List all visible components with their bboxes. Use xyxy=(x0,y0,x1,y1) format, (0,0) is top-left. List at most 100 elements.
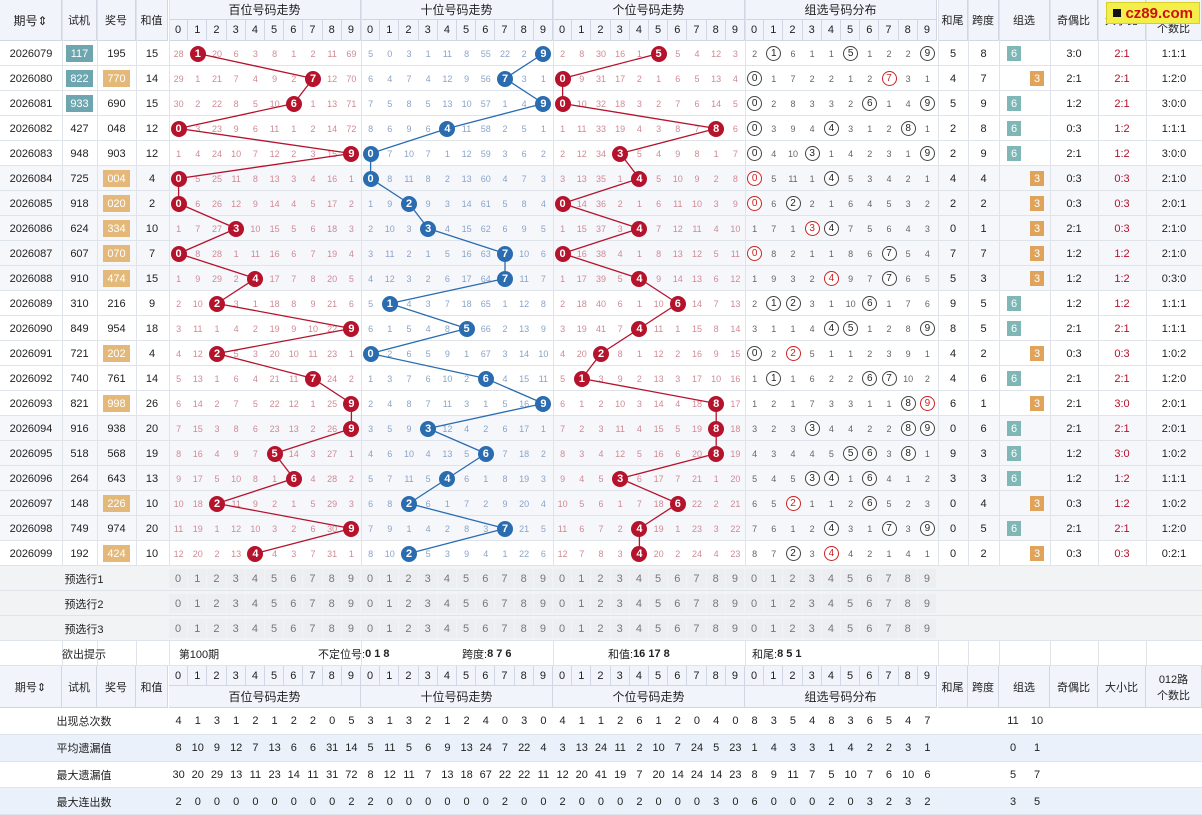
preselect-digit[interactable]: 7 xyxy=(879,569,898,588)
preselect-digit[interactable]: 5 xyxy=(649,594,668,613)
preselect-digit[interactable]: 2 xyxy=(783,594,802,613)
preselect-digit[interactable]: 0 xyxy=(361,594,380,613)
preselect-digit[interactable]: 3 xyxy=(610,619,629,638)
preselect-digit[interactable]: 1 xyxy=(380,594,399,613)
preselect-digit[interactable]: 2 xyxy=(591,569,610,588)
preselect-digit[interactable]: 0 xyxy=(169,619,188,638)
preselect-digit[interactable]: 7 xyxy=(879,594,898,613)
preselect-digit[interactable]: 5 xyxy=(649,619,668,638)
preselect-digit[interactable]: 4 xyxy=(629,619,648,638)
preselect-digit[interactable]: 4 xyxy=(245,569,264,588)
preselect-digit[interactable]: 4 xyxy=(437,569,456,588)
preselect-digit[interactable]: 9 xyxy=(341,619,360,638)
preselect-digit[interactable]: 0 xyxy=(553,619,572,638)
preselect-digit[interactable]: 3 xyxy=(226,619,245,638)
preselect-digit[interactable]: 7 xyxy=(303,569,322,588)
preselect-digit[interactable]: 5 xyxy=(457,569,476,588)
preselect-digit[interactable]: 5 xyxy=(457,619,476,638)
preselect-digit[interactable]: 7 xyxy=(495,569,514,588)
preselect-digit[interactable]: 0 xyxy=(169,569,188,588)
preselect-digit[interactable]: 0 xyxy=(553,569,572,588)
preselect-digit[interactable]: 5 xyxy=(457,594,476,613)
preselect-digit[interactable]: 6 xyxy=(284,569,303,588)
preselect-digit[interactable]: 4 xyxy=(821,594,840,613)
preselect-digit[interactable]: 6 xyxy=(668,569,687,588)
preselect-digit[interactable]: 7 xyxy=(303,594,322,613)
preselect-digit[interactable]: 5 xyxy=(265,619,284,638)
preselect-digit[interactable]: 6 xyxy=(860,619,879,638)
preselect-digit[interactable]: 5 xyxy=(841,569,860,588)
preselect-digit[interactable]: 1 xyxy=(764,619,783,638)
preselect-digit[interactable]: 4 xyxy=(245,619,264,638)
preselect-digit[interactable]: 7 xyxy=(495,594,514,613)
preselect-digit[interactable]: 7 xyxy=(495,619,514,638)
preselect-digit[interactable]: 4 xyxy=(821,619,840,638)
preselect-digit[interactable]: 4 xyxy=(629,594,648,613)
preselect-digit[interactable]: 1 xyxy=(188,619,207,638)
preselect-digit[interactable]: 2 xyxy=(399,594,418,613)
preselect-digit[interactable]: 3 xyxy=(802,569,821,588)
preselect-digit[interactable]: 9 xyxy=(725,619,744,638)
preselect-digit[interactable]: 5 xyxy=(841,619,860,638)
preselect-digit[interactable]: 1 xyxy=(572,619,591,638)
preselect-digit[interactable]: 7 xyxy=(687,594,706,613)
preselect-digit[interactable]: 7 xyxy=(303,619,322,638)
preselect-digit[interactable]: 1 xyxy=(188,569,207,588)
preselect-digit[interactable]: 5 xyxy=(649,569,668,588)
preselect-digit[interactable]: 7 xyxy=(879,619,898,638)
preselect-digit[interactable]: 0 xyxy=(553,594,572,613)
preselect-digit[interactable]: 4 xyxy=(437,594,456,613)
preselect-digit[interactable]: 6 xyxy=(476,619,495,638)
preselect-digit[interactable]: 6 xyxy=(284,594,303,613)
preselect-digit[interactable]: 9 xyxy=(341,594,360,613)
preselect-digit[interactable]: 6 xyxy=(476,569,495,588)
preselect-digit[interactable]: 5 xyxy=(841,594,860,613)
preselect-digit[interactable]: 6 xyxy=(668,619,687,638)
preselect-digit[interactable]: 0 xyxy=(745,569,764,588)
preselect-digit[interactable]: 9 xyxy=(917,569,936,588)
preselect-digit[interactable]: 1 xyxy=(380,569,399,588)
preselect-digit[interactable]: 2 xyxy=(207,619,226,638)
preselect-digit[interactable]: 6 xyxy=(284,619,303,638)
preselect-digit[interactable]: 1 xyxy=(764,594,783,613)
preselect-digit[interactable]: 2 xyxy=(591,619,610,638)
preselect-digit[interactable]: 2 xyxy=(591,594,610,613)
preselect-digit[interactable]: 8 xyxy=(706,594,725,613)
preselect-digit[interactable]: 3 xyxy=(802,619,821,638)
preselect-digit[interactable]: 9 xyxy=(725,569,744,588)
preselect-digit[interactable]: 1 xyxy=(572,594,591,613)
preselect-digit[interactable]: 3 xyxy=(418,594,437,613)
preselect-digit[interactable]: 2 xyxy=(207,569,226,588)
preselect-digit[interactable]: 4 xyxy=(821,569,840,588)
preselect-digit[interactable]: 0 xyxy=(745,594,764,613)
preselect-digit[interactable]: 8 xyxy=(322,594,341,613)
preselect-digit[interactable]: 8 xyxy=(898,569,917,588)
site-logo[interactable]: cz89.com xyxy=(1106,2,1200,24)
preselect-digit[interactable]: 8 xyxy=(514,569,533,588)
preselect-digit[interactable]: 8 xyxy=(898,594,917,613)
preselect-digit[interactable]: 9 xyxy=(917,619,936,638)
preselect-digit[interactable]: 8 xyxy=(706,619,725,638)
preselect-digit[interactable]: 4 xyxy=(437,619,456,638)
preselect-digit[interactable]: 1 xyxy=(572,569,591,588)
preselect-digit[interactable]: 5 xyxy=(265,569,284,588)
preselect-digit[interactable]: 2 xyxy=(783,569,802,588)
preselect-digit[interactable]: 1 xyxy=(188,594,207,613)
period-header[interactable]: 期号⇕ xyxy=(0,0,62,41)
preselect-digit[interactable]: 8 xyxy=(514,619,533,638)
preselect-digit[interactable]: 9 xyxy=(725,594,744,613)
preselect-digit[interactable]: 6 xyxy=(860,569,879,588)
preselect-digit[interactable]: 8 xyxy=(706,569,725,588)
preselect-digit[interactable]: 9 xyxy=(533,569,552,588)
preselect-digit[interactable]: 1 xyxy=(764,569,783,588)
preselect-digit[interactable]: 6 xyxy=(668,594,687,613)
preselect-digit[interactable]: 3 xyxy=(226,569,245,588)
preselect-digit[interactable]: 6 xyxy=(476,594,495,613)
preselect-digit[interactable]: 9 xyxy=(533,594,552,613)
preselect-digit[interactable]: 9 xyxy=(341,569,360,588)
preselect-digit[interactable]: 9 xyxy=(533,619,552,638)
preselect-digit[interactable]: 4 xyxy=(245,594,264,613)
preselect-digit[interactable]: 7 xyxy=(687,619,706,638)
preselect-digit[interactable]: 8 xyxy=(898,619,917,638)
preselect-digit[interactable]: 0 xyxy=(745,619,764,638)
